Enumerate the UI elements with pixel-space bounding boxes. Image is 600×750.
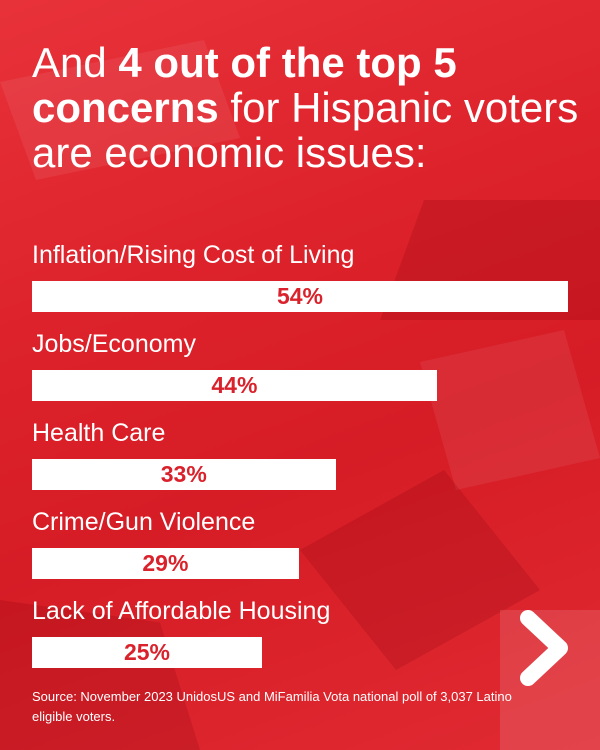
bar-row: Jobs/Economy 44% [32, 329, 437, 401]
headline-bold: 4 out of the top 5 concerns [32, 39, 457, 131]
bar-row: Inflation/Rising Cost of Living 54% [32, 240, 568, 312]
headline: And 4 out of the top 5 concerns for Hisp… [32, 40, 582, 175]
bar-row: Lack of Affordable Housing 25% [32, 596, 330, 668]
bar: 29% [32, 548, 299, 579]
headline-text: for Hispanic voters are economic issues: [32, 84, 579, 176]
chevron-right-icon[interactable] [514, 608, 574, 688]
category-label: Inflation/Rising Cost of Living [32, 241, 355, 269]
category-label: Jobs/Economy [32, 330, 196, 358]
bar: 33% [32, 459, 336, 490]
source-note: Source: November 2023 UnidosUS and MiFam… [32, 689, 512, 724]
bar: 25% [32, 637, 262, 668]
category-label: Lack of Affordable Housing [32, 597, 331, 625]
bar-row: Crime/Gun Violence 29% [32, 507, 299, 579]
headline-text: And [32, 39, 119, 86]
bar-row: Health Care 33% [32, 418, 336, 490]
bar: 54% [32, 281, 568, 312]
bar: 44% [32, 370, 437, 401]
category-label: Crime/Gun Violence [32, 508, 256, 536]
background-roof [420, 330, 600, 490]
category-label: Health Care [32, 419, 166, 447]
